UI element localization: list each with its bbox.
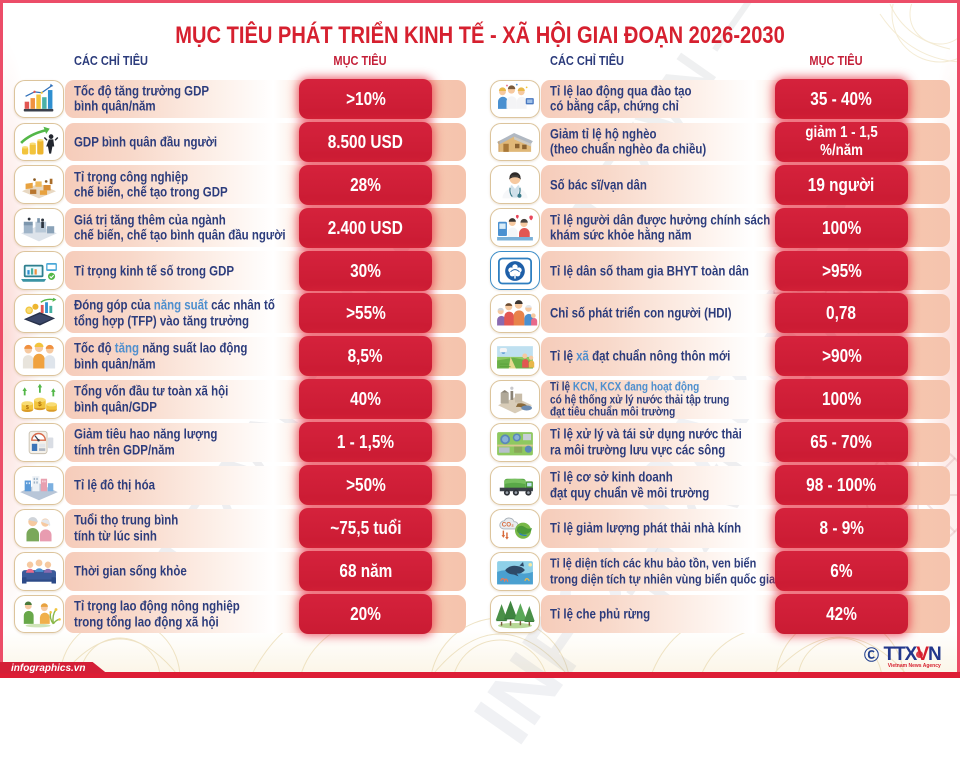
svg-text:$: $	[26, 405, 29, 411]
svg-text:CO₂: CO₂	[502, 522, 514, 529]
svg-text:$: $	[38, 402, 42, 409]
